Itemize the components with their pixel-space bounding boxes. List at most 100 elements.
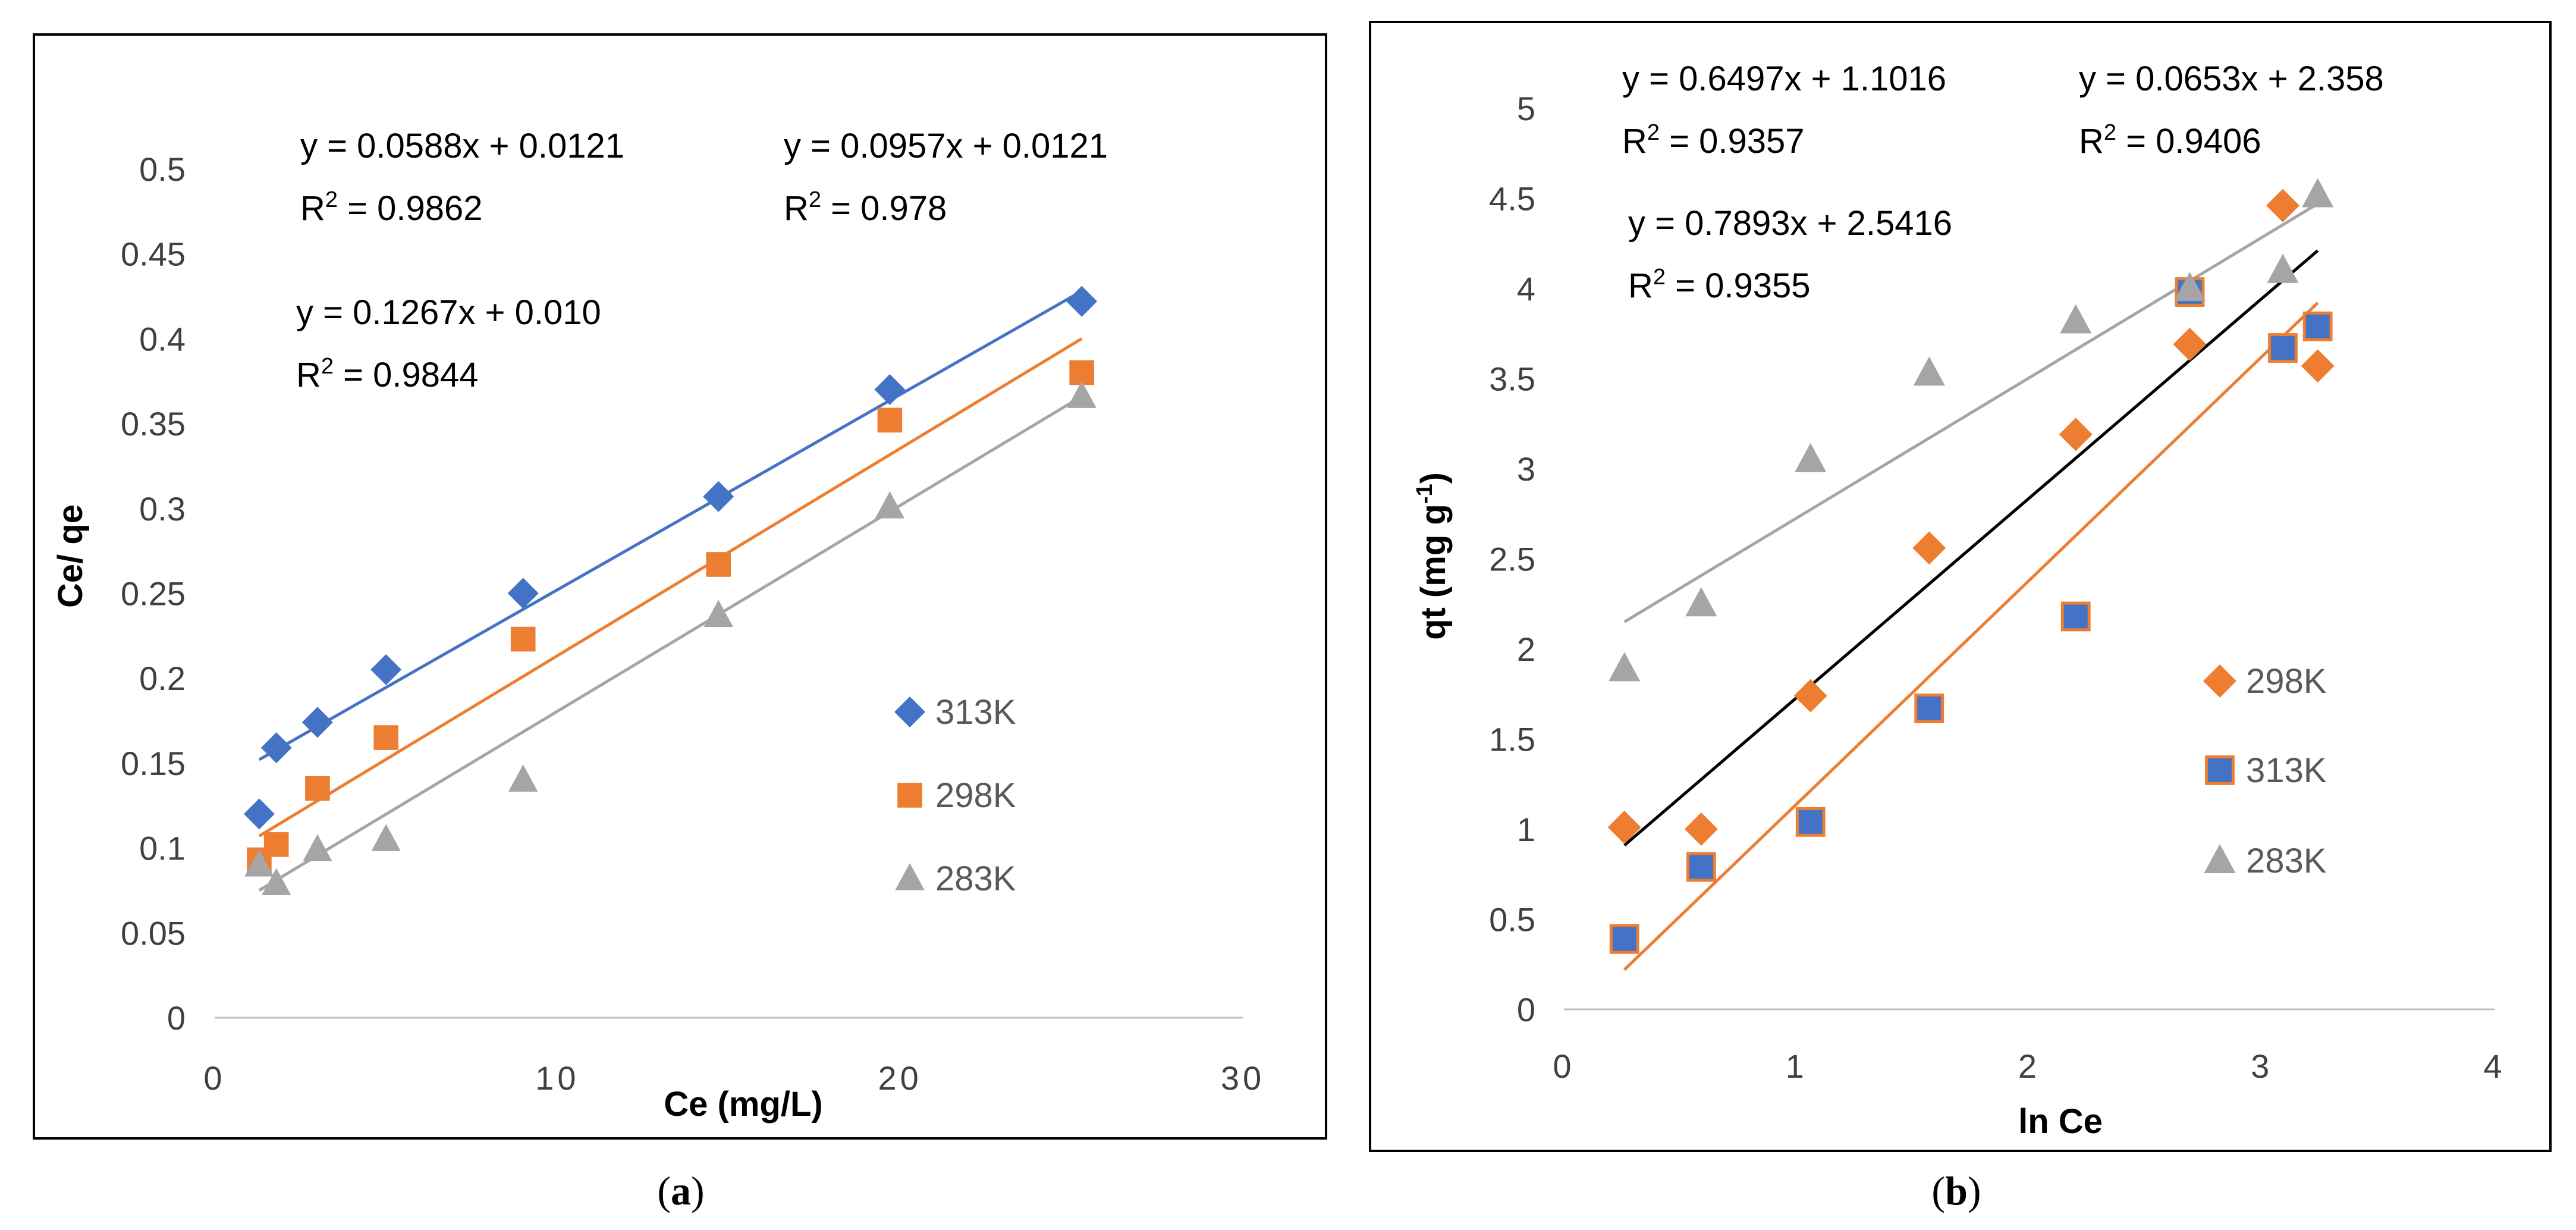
data-point-313k — [1795, 807, 1826, 837]
data-point-298k — [2301, 349, 2335, 383]
data-point-283k — [875, 491, 905, 519]
data-point-283k — [244, 849, 274, 877]
panel-b-legend-marker-313k — [2205, 755, 2235, 785]
trendline-313k — [258, 290, 1083, 761]
data-point-283k — [2060, 304, 2092, 334]
trendline-283k — [258, 395, 1083, 892]
data-point-313k — [874, 374, 906, 406]
y-tick-label: 1.5 — [1489, 721, 1535, 758]
panel-b-y-axis-title-end: ) — [1414, 472, 1453, 484]
y-tick-label: 0.05 — [121, 914, 186, 952]
legend-marker-298k — [2203, 664, 2236, 698]
data-point-298k — [1912, 531, 1946, 565]
data-point-298k — [1793, 679, 1827, 713]
data-point-313k — [243, 798, 275, 830]
data-point-283k — [2302, 178, 2334, 208]
panel-a-legend: 313K 298K 283K — [894, 693, 1016, 898]
panel-a-legend-298k: 298K — [935, 776, 1016, 815]
panel-a-legend-marker-283k — [895, 863, 925, 890]
data-point-298k — [2173, 327, 2207, 361]
data-point-313k — [2268, 333, 2298, 363]
data-point-283k — [508, 764, 538, 792]
panel-b-legend: 298K 313K 283K — [2203, 662, 2327, 880]
x-tick-label: 0 — [203, 1059, 225, 1097]
panel-b-eq-313k: y = 0.7893x + 2.5416 — [1628, 204, 1952, 243]
data-point-298k — [305, 776, 330, 801]
panel-b-series — [1607, 178, 2335, 971]
legend-marker-313k — [2205, 755, 2235, 785]
y-tick-label: 0.2 — [139, 660, 186, 697]
data-point-313k — [2302, 311, 2333, 341]
panel-a: 0 0.05 0.1 0.15 0.2 0.25 0.3 0.35 0.4 0.45 0.5 0 10… — [33, 33, 1327, 1140]
x-tick-label: 3 — [2251, 1047, 2273, 1085]
y-tick-label: 0.3 — [139, 490, 186, 528]
panel-b-r2-283k: R2 = 0.9406 — [2079, 120, 2261, 161]
panel-b-y-axis-title-sup: -1 — [1412, 484, 1437, 504]
data-point-283k — [1609, 652, 1641, 682]
data-point-283k — [262, 868, 291, 896]
trendline-298k — [258, 337, 1083, 837]
data-point-313k — [1914, 694, 1944, 723]
panel-b-legend-313k: 313K — [2246, 751, 2327, 790]
data-point-313k — [260, 732, 292, 764]
data-point-298k — [510, 626, 536, 652]
data-point-283k — [1913, 356, 1945, 386]
x-tick-label: 30 — [1221, 1059, 1265, 1097]
y-tick-label: 5 — [1517, 90, 1535, 127]
panel-b-r2-298k-value: 0.9357 — [1699, 122, 1804, 161]
data-point-313k — [301, 707, 333, 738]
panel-a-y-axis-title: Ce/ qe — [51, 504, 90, 608]
panel-b-legend-marker-283k — [2204, 844, 2236, 873]
y-tick-label: 2.5 — [1489, 541, 1535, 578]
legend-marker-283k — [895, 863, 925, 890]
panel-b-y-ticks: 0 0.5 1 1.5 2 2.5 3 3.5 4 4.5 5 — [1489, 90, 1535, 1028]
panel-a-legend-marker-313k — [894, 696, 925, 727]
y-tick-label: 3.5 — [1489, 360, 1535, 398]
panel-b-caption: (b) — [1931, 1168, 1981, 1213]
legend-marker-298k — [897, 783, 922, 808]
panel-b-y-axis-title: qt (mg g-1) — [1412, 472, 1453, 640]
panel-a-frame — [33, 33, 1327, 1140]
panel-a-r2-283k-value: 0.9844 — [373, 356, 478, 394]
data-point-313k — [1609, 924, 1639, 954]
panel-b-eq-298k: y = 0.6497x + 1.1016 — [1622, 59, 1946, 98]
panel-a-caption: (a) — [657, 1168, 704, 1213]
panel-b-frame — [1369, 21, 2552, 1152]
trendline-313k — [1623, 302, 2319, 971]
data-point-313k — [1686, 852, 1716, 882]
y-tick-label: 1 — [1517, 811, 1535, 848]
data-point-298k — [706, 552, 731, 577]
y-tick-label: 0.5 — [1489, 901, 1535, 939]
data-point-313k — [703, 481, 734, 512]
panel-b-r2-313k-value: 0.9355 — [1705, 266, 1810, 305]
data-point-283k — [2267, 253, 2299, 283]
y-tick-label: 0.4 — [139, 320, 186, 357]
panel-a-legend-marker-298k — [897, 783, 922, 808]
data-point-313k — [507, 578, 539, 609]
panel-b-caption-letter: b — [1945, 1168, 1968, 1213]
panel-a-caption-letter: a — [671, 1168, 691, 1213]
x-tick-label: 2 — [2018, 1047, 2040, 1085]
panel-b-x-ticks: 0 1 2 3 4 — [1553, 1047, 2502, 1085]
panel-a-legend-283k: 283K — [935, 859, 1016, 898]
data-point-298k — [2059, 418, 2093, 451]
x-tick-label: 10 — [535, 1059, 579, 1097]
y-tick-label: 0.45 — [121, 236, 186, 273]
data-point-283k — [1795, 443, 1827, 472]
legend-marker-283k — [2204, 844, 2236, 873]
y-tick-label: 0.5 — [139, 150, 186, 188]
x-tick-label: 0 — [1553, 1047, 1575, 1085]
panel-a-r2-298k-value: 0.978 — [860, 189, 947, 228]
data-point-313k — [2060, 601, 2091, 632]
panel-a-y-ticks: 0 0.05 0.1 0.15 0.2 0.25 0.3 0.35 0.4 0.45 0.5 — [121, 150, 186, 1037]
panel-a-r2-298k: R2 = 0.978 — [784, 187, 947, 228]
x-tick-label: 20 — [878, 1059, 922, 1097]
data-point-313k — [1066, 285, 1098, 317]
legend-marker-313k — [894, 696, 925, 727]
data-point-283k — [2173, 272, 2206, 301]
data-point-298k — [1069, 360, 1094, 385]
data-point-283k — [703, 600, 733, 627]
data-point-298k — [373, 725, 398, 750]
panel-b-legend-marker-298k — [2203, 664, 2236, 698]
